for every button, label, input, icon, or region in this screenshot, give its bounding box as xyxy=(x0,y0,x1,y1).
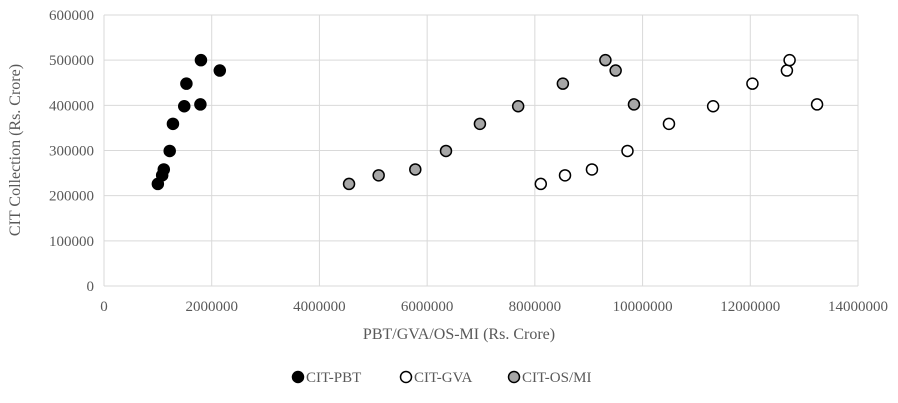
point-cit-gva xyxy=(746,77,759,90)
point-cit-os-mi xyxy=(599,53,612,67)
x-tick-label: 6000000 xyxy=(401,299,454,315)
point-cit-os-mi xyxy=(511,99,525,113)
y-tick-label: 0 xyxy=(87,279,95,295)
point-cit-gva xyxy=(585,163,599,176)
point-cit-os-mi xyxy=(473,117,487,131)
gridlines xyxy=(103,14,859,287)
y-tick-label: 300000 xyxy=(49,144,94,160)
point-cit-pbt xyxy=(163,144,176,158)
legend: CIT-PBT CIT-GVA CIT-OS/MI xyxy=(291,370,591,386)
point-cit-pbt xyxy=(213,64,227,77)
x-tick-label: 8000000 xyxy=(509,299,562,315)
point-cit-pbt xyxy=(177,99,191,113)
point-cit-os-mi xyxy=(556,77,570,90)
y-axis-title: CIT Collection (Rs. Crore) xyxy=(7,64,24,236)
point-cit-gva xyxy=(783,53,796,67)
legend-label-cit-os-mi: CIT-OS/MI xyxy=(522,370,591,386)
x-tick-label: 2000000 xyxy=(185,299,238,315)
legend-marker-cit-pbt xyxy=(291,370,305,384)
point-cit-os-mi xyxy=(439,144,453,158)
y-tick-label: 400000 xyxy=(49,98,94,114)
y-tick-label: 500000 xyxy=(49,53,94,69)
point-cit-os-mi xyxy=(409,163,422,176)
point-cit-pbt xyxy=(166,117,180,131)
x-tick-label: 10000000 xyxy=(613,299,673,315)
point-cit-gva xyxy=(558,169,572,182)
point-cit-gva xyxy=(706,99,720,113)
legend-label-cit-pbt: CIT-PBT xyxy=(306,370,361,386)
point-cit-gva xyxy=(810,98,824,111)
point-cit-pbt xyxy=(194,53,208,67)
point-cit-pbt xyxy=(194,98,207,111)
x-tick-label: 12000000 xyxy=(720,299,780,315)
point-cit-gva xyxy=(780,64,794,77)
point-cit-pbt xyxy=(180,77,193,90)
point-cit-os-mi xyxy=(609,64,622,77)
point-cit-gva xyxy=(534,177,548,191)
x-axis-title: PBT/GVA/OS-MI (Rs. Crore) xyxy=(363,326,555,343)
point-cit-os-mi xyxy=(627,98,641,111)
data-points xyxy=(151,53,824,191)
point-cit-pbt xyxy=(157,163,171,176)
point-cit-os-mi xyxy=(372,169,385,182)
point-cit-os-mi xyxy=(342,177,356,191)
point-cit-gva xyxy=(621,144,634,158)
x-tick-label: 4000000 xyxy=(293,299,346,315)
legend-marker-cit-gva xyxy=(399,370,413,384)
x-tick-label: 0 xyxy=(100,299,108,315)
y-tick-label: 600000 xyxy=(49,8,94,24)
legend-label-cit-gva: CIT-GVA xyxy=(414,370,473,386)
point-cit-gva xyxy=(662,117,676,131)
x-tick-label: 14000000 xyxy=(828,299,888,315)
y-tick-label: 100000 xyxy=(49,234,94,250)
y-tick-label: 200000 xyxy=(49,189,94,205)
legend-marker-cit-os-mi xyxy=(507,370,521,384)
